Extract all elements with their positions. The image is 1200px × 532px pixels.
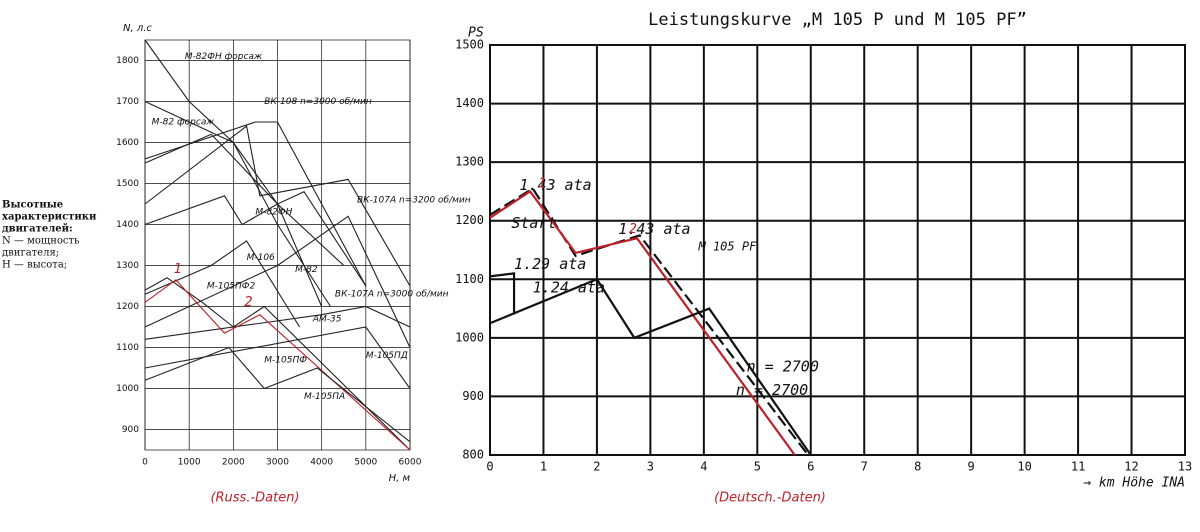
annotation: 1.43 ata [618, 220, 690, 238]
y-tick-label: 1400 [116, 220, 139, 230]
series-label: АМ-35 [312, 314, 342, 324]
series-line [489, 272, 516, 315]
y-tick-label: 1800 [116, 56, 139, 66]
y-tick-label: 1400 [455, 96, 484, 110]
note: Высотные [2, 200, 63, 211]
x-tick-label: 0 [486, 460, 493, 474]
annotation: n = 2700 [747, 358, 819, 376]
series-line [144, 346, 411, 443]
series-line [144, 121, 367, 287]
series-label: М-82ФН [255, 208, 292, 218]
caption: (Deutsch.-Daten) [714, 491, 826, 506]
series-label: М-82ФН форсаж [185, 52, 263, 62]
series-line [144, 125, 411, 287]
annotation: 1 [174, 262, 182, 277]
y-tick-label: 1500 [116, 179, 139, 189]
note: двигателей: [2, 224, 73, 235]
series-line [489, 186, 809, 456]
series-line [144, 326, 411, 389]
y-tick-label: 1300 [116, 261, 139, 271]
x-tick-label: 13 [1178, 460, 1192, 474]
y-axis-label: N, л.с [123, 23, 152, 34]
y-tick-label: 1000 [116, 384, 139, 394]
x-tick-label: 3000 [266, 458, 289, 468]
x-tick-label: 7 [861, 460, 868, 474]
x-tick-label: 1 [540, 460, 547, 474]
y-tick-label: 1200 [116, 302, 139, 312]
series-label: М-105ПФ [264, 355, 307, 365]
x-tick-label: 6 [807, 460, 814, 474]
x-tick-label: 10 [1017, 460, 1031, 474]
series-line [489, 189, 796, 456]
y-tick-label: 1100 [116, 343, 139, 353]
x-tick-label: 4 [700, 460, 707, 474]
annotation: 1.29 ata [514, 255, 586, 273]
series-line [144, 39, 345, 266]
x-axis-label: → km Höhe INA [1083, 476, 1185, 491]
annotation: 2 [244, 295, 252, 310]
x-tick-label: 4000 [310, 458, 333, 468]
notes: Высотные характеристики двигателей: N — … [2, 200, 97, 271]
series-label: ВК-107А n=3000 об/мин [335, 290, 449, 300]
note: характеристики [2, 212, 97, 223]
series-label: ВК-108 n=3000 об/мин [264, 97, 372, 107]
series-line [144, 279, 411, 451]
y-tick-label: 1500 [455, 38, 484, 52]
series-label: ВК-107А n=3200 об/мин [357, 195, 471, 205]
plot-frame [489, 44, 1186, 456]
x-tick-label: 5 [754, 460, 761, 474]
series-line [489, 277, 812, 456]
y-tick-label: 800 [462, 448, 484, 462]
y-axis-label: PS [468, 26, 484, 41]
series-label: М-105ПФ2 [207, 282, 256, 292]
annotation: 1.43 ata [519, 176, 591, 194]
series-line [144, 101, 331, 307]
y-tick-label: 1600 [116, 138, 139, 148]
series-label: М-105ПД [366, 351, 408, 361]
note: двигателя; [2, 248, 59, 259]
series-line [144, 240, 301, 328]
x-tick-label: 12 [1124, 460, 1138, 474]
y-tick-label: 1700 [116, 97, 139, 107]
series-label: М-82 [295, 265, 318, 275]
x-tick-label: 3 [647, 460, 654, 474]
annotation: 1.24 ata [533, 279, 605, 297]
y-tick-label: 900 [122, 425, 139, 435]
x-tick-label: 1000 [178, 458, 201, 468]
annotation: n = 2700 [736, 381, 808, 399]
y-tick-label: 900 [462, 389, 484, 403]
series-label: М-105ПА [304, 392, 345, 402]
x-axis-label: H, м [389, 473, 411, 484]
x-tick-label: 2 [593, 460, 600, 474]
series-label: М-82 форсаж [152, 118, 216, 128]
series-line [144, 277, 411, 451]
y-tick-label: 1300 [455, 155, 484, 169]
x-tick-label: 0 [142, 458, 148, 468]
series-line [144, 215, 411, 348]
y-tick-label: 1000 [455, 330, 484, 344]
x-tick-label: 9 [968, 460, 975, 474]
annotation: 2 [629, 222, 637, 237]
caption: (Russ.-Daten) [210, 491, 299, 506]
x-tick-label: 2000 [222, 458, 245, 468]
x-tick-label: 11 [1071, 460, 1085, 474]
note: N — мощность [2, 236, 80, 247]
x-tick-label: 6000 [399, 458, 422, 468]
series-label: M 105 PF [698, 240, 758, 254]
annotation: Start [511, 214, 556, 232]
annotation: 1 [538, 176, 546, 191]
x-tick-label: 5000 [354, 458, 377, 468]
series-line [144, 195, 323, 307]
chart-title: Leistungskurve „M 105 P und M 105 PF” [648, 10, 1027, 30]
y-tick-label: 1100 [455, 272, 484, 286]
y-tick-label: 1200 [455, 213, 484, 227]
note: H — высота; [2, 260, 67, 271]
x-tick-label: 8 [914, 460, 921, 474]
series-label: М-106 [247, 253, 275, 263]
